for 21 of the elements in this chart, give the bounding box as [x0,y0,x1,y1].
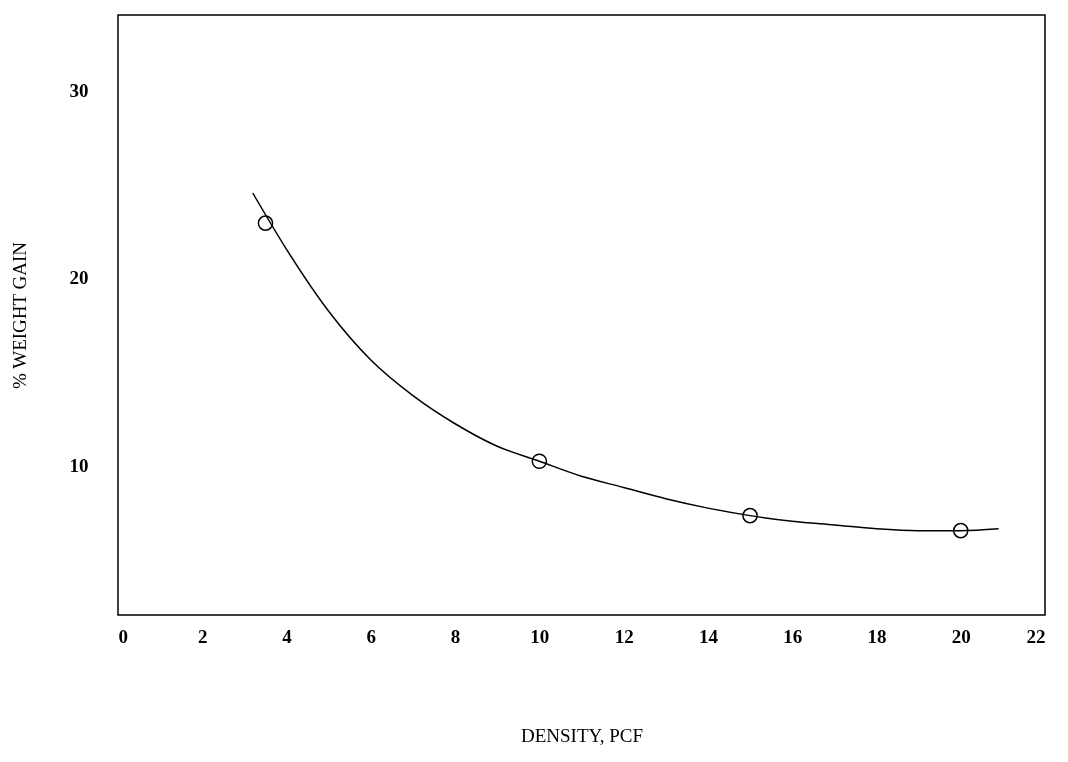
point [257,215,274,231]
point [531,453,548,470]
x-tick-label: 14 [698,625,719,647]
x-tick-label: 12 [614,625,634,647]
x-tick-label: 20 [951,625,971,647]
x-tick-label: 2 [198,625,208,647]
x-tick-label: 6 [366,625,377,647]
x-tick-label: 18 [867,625,887,647]
x-tick-label: 8 [450,625,461,647]
y-tick-label: 10 [69,454,89,476]
y-tick-label: 30 [69,79,89,101]
x-tick-label: 22 [1026,625,1046,647]
point [742,507,758,524]
y-tick-label: 20 [69,267,89,288]
point [952,522,969,539]
x-tick-label: 16 [783,625,803,647]
y-axis-title: % WEIGHT GAIN [8,241,30,390]
x-axis-title: DENSITY, PCF [520,724,644,746]
x-tick-label: 10 [530,625,550,647]
x-tick-label: 4 [282,625,293,647]
x-tick-label: 0 [118,625,128,647]
